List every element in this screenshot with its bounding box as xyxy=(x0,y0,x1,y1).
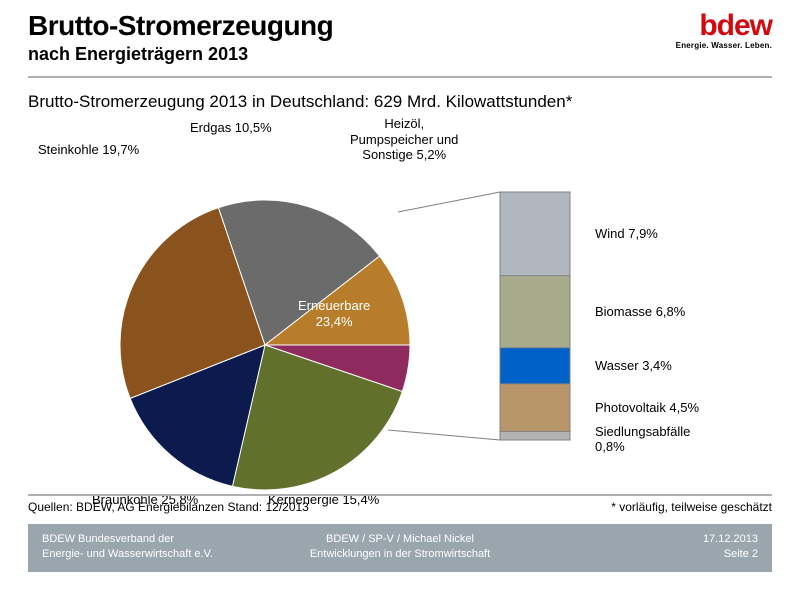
breakout-segment xyxy=(500,276,570,348)
footer-page: Seite 2 xyxy=(724,548,758,560)
footer-left: BDEW Bundesverband derEnergie- und Wasse… xyxy=(42,532,213,562)
sources-text: Quellen: BDEW, AG Energiebilanzen Stand:… xyxy=(28,500,309,514)
logo-text: bdew xyxy=(676,12,772,39)
breakout-segment-label: Siedlungsabfälle0,8% xyxy=(595,424,690,455)
logo-tagline: Energie. Wasser. Leben. xyxy=(676,41,772,50)
breakout-segment xyxy=(500,384,570,432)
breakout-segment-label: Photovoltaik 4,5% xyxy=(595,400,699,416)
breakout-segment-label: Wasser 3,4% xyxy=(595,358,672,374)
breakout-segment-label: Biomasse 6,8% xyxy=(595,304,685,320)
breakout-segment-label: Wind 7,9% xyxy=(595,226,658,242)
footer-date: 17.12.2013 xyxy=(703,533,758,545)
page-subtitle: nach Energieträgern 2013 xyxy=(28,44,333,65)
sources-divider xyxy=(28,494,772,496)
breakout-segment xyxy=(500,432,570,440)
footer-right: 17.12.2013 Seite 2 xyxy=(703,532,758,562)
pie-slice-label: Steinkohle 19,7% xyxy=(38,142,139,158)
footnote-text: * vorläufig, teilweise geschätzt xyxy=(611,500,772,514)
page-title: Brutto-Stromerzeugung xyxy=(28,10,333,42)
breakout-segment xyxy=(500,192,570,276)
chart-area: Heizöl,Pumpspeicher undSonstige 5,2%Erne… xyxy=(50,130,750,490)
footer-mid: BDEW / SP-V / Michael NickelEntwicklunge… xyxy=(310,532,490,562)
pie-slice-label: Erdgas 10,5% xyxy=(190,120,272,136)
sub-headline: Brutto-Stromerzeugung 2013 in Deutschlan… xyxy=(28,92,572,112)
bdew-logo: bdew Energie. Wasser. Leben. xyxy=(676,12,772,50)
pie-slice-label: Erneuerbare23,4% xyxy=(298,298,370,329)
title-underline xyxy=(28,76,772,78)
header: Brutto-Stromerzeugung nach Energieträger… xyxy=(28,10,333,65)
breakout-segment xyxy=(500,348,570,384)
page-root: Brutto-Stromerzeugung nach Energieträger… xyxy=(0,0,800,589)
pie-slice-label: Heizöl,Pumpspeicher undSonstige 5,2% xyxy=(350,116,458,163)
footer-bar: BDEW Bundesverband derEnergie- und Wasse… xyxy=(28,524,772,572)
